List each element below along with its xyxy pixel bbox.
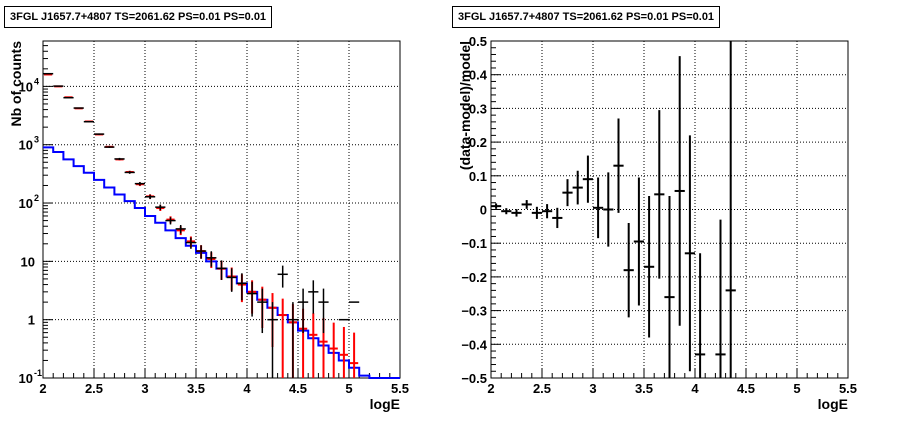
y-tick-label: 10: [19, 79, 33, 94]
y-tick-exponent: 4: [34, 76, 39, 86]
x-tick-label: 4: [243, 381, 251, 396]
y-tick-label: 10: [21, 254, 35, 269]
residuals-panel-title: 3FGL J1657.7+4807 TS=2061.62 PS=0.01 PS=…: [452, 6, 721, 28]
y-tick-label: 10: [19, 371, 33, 386]
y-tick-label: 0.3: [469, 101, 487, 116]
x-tick-label: 4: [691, 381, 699, 396]
y-tick-label: 0.4: [469, 68, 488, 83]
x-tick-label: 2.5: [85, 381, 103, 396]
y-tick-exponent: -1: [34, 368, 42, 378]
y-tick-label: 10: [19, 138, 33, 153]
y-tick-label: −0.4: [461, 337, 487, 352]
y-tick-label: −0.1: [461, 236, 487, 251]
x-tick-label: 2.5: [533, 381, 551, 396]
y-tick-label: −0.5: [461, 371, 487, 386]
x-tick-label: 5.5: [391, 381, 409, 396]
x-tick-label: 3: [141, 381, 148, 396]
plot-frame: [42, 40, 401, 379]
x-tick-label: 2: [39, 381, 46, 396]
x-tick-label: 3.5: [635, 381, 653, 396]
y-tick-label: 0.2: [469, 135, 487, 150]
x-tick-label: 3.5: [187, 381, 205, 396]
y-axis-label: (data-model)/model: [457, 41, 473, 170]
x-tick-label: 4.5: [737, 381, 755, 396]
counts-panel-title: 3FGL J1657.7+4807 TS=2061.62 PS=0.01 PS=…: [4, 6, 273, 28]
residuals-panel: 2 2.5 3 3.5 4 4.5 5 5.5 −0.5 −0.4 −0.3 −0.2 −0.1 0 0.1…: [457, 34, 857, 412]
model-series-line: [43, 146, 400, 379]
x-tick-label: 2: [487, 381, 494, 396]
y-tick-label: 0: [480, 203, 487, 218]
x-tick-label: 5: [793, 381, 800, 396]
y-tick-exponent: 3: [34, 135, 39, 145]
x-tick-label: 4.5: [289, 381, 307, 396]
y-tick-label: 0.1: [469, 169, 487, 184]
y-tick-exponent: 2: [34, 193, 39, 203]
y-tick-label: 0.5: [469, 34, 487, 49]
x-tick-label: 5.5: [839, 381, 857, 396]
x-axis-label: logE: [370, 396, 400, 412]
x-tick-label: 5: [345, 381, 352, 396]
x-axis-label: logE: [818, 396, 848, 412]
y-axis-label: Nb of counts: [8, 41, 24, 127]
y-tick-label: 10: [19, 196, 33, 211]
x-tick-label: 3: [589, 381, 596, 396]
y-tick-label: −0.3: [461, 304, 487, 319]
y-tick-label: 1: [28, 313, 35, 328]
y-tick-label: −0.2: [461, 270, 487, 285]
